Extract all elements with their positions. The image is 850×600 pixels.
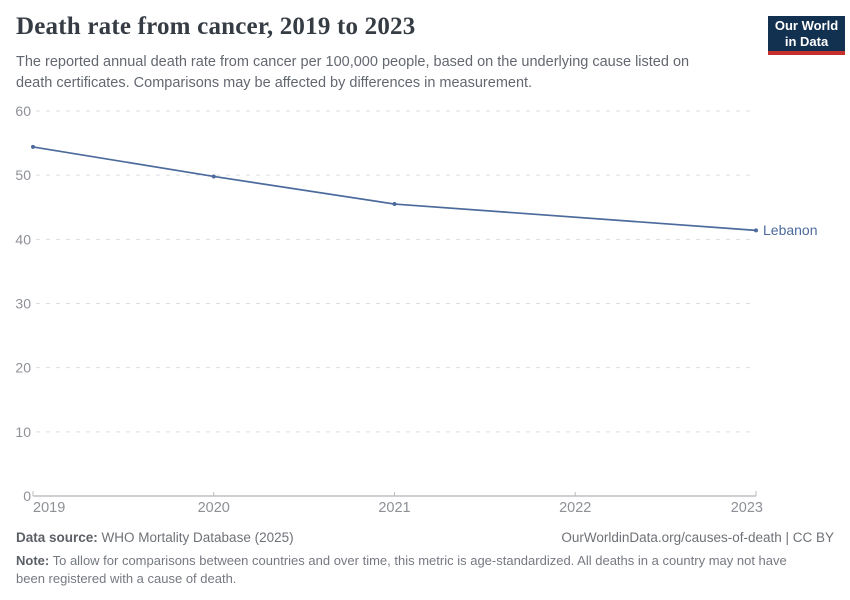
x-axis-tick-label: 2021 [378,500,410,516]
data-line [32,146,757,232]
note-value: To allow for comparisons between countri… [16,553,787,587]
owid-logo-line2: in Data [784,34,829,49]
note-label: Note: [16,553,50,568]
y-axis-tick-label: 50 [15,167,31,183]
y-axis-tick-label: 0 [23,488,31,504]
y-axis-tick-label: 60 [15,103,31,119]
entity-label: Lebanon [763,222,818,238]
license-link[interactable]: OurWorldinData.org/causes-of-death | CC … [561,530,834,545]
data-source-text: Data source: WHO Mortality Database (202… [16,530,294,545]
data-point [754,228,758,233]
y-axis-tick-label: 10 [15,424,31,440]
owid-logo-line1: Our World [774,18,839,33]
footer-note: Note: To allow for comparisons between c… [16,552,816,589]
owid-logo[interactable]: Our World in Data [768,16,845,55]
y-axis-tick-label: 20 [15,360,31,376]
x-axis-tick-label: 2023 [731,500,763,516]
x-axis-tick-label: 2019 [33,500,65,516]
x-axis-tick-label: 2022 [559,500,591,516]
line-chart: 0 10 20 30 40 50 60 2019 2020 2021 2022 2023 Lebanon [15,103,818,516]
data-source-value: WHO Mortality Database (2025) [97,530,294,545]
data-point [31,144,35,149]
y-axis-tick-label: 40 [15,231,31,247]
data-point [392,202,397,207]
x-axis-tick-label: 2020 [198,500,230,516]
y-axis-tick-label: 30 [15,296,31,312]
data-source-label: Data source: [16,530,98,545]
chart-subtitle: The reported annual death rate from canc… [16,54,690,91]
page-title: Death rate from cancer, 2019 to 2023 [16,13,416,40]
data-point [211,174,216,179]
footer-sources-row: Data source: WHO Mortality Database (202… [16,530,834,545]
